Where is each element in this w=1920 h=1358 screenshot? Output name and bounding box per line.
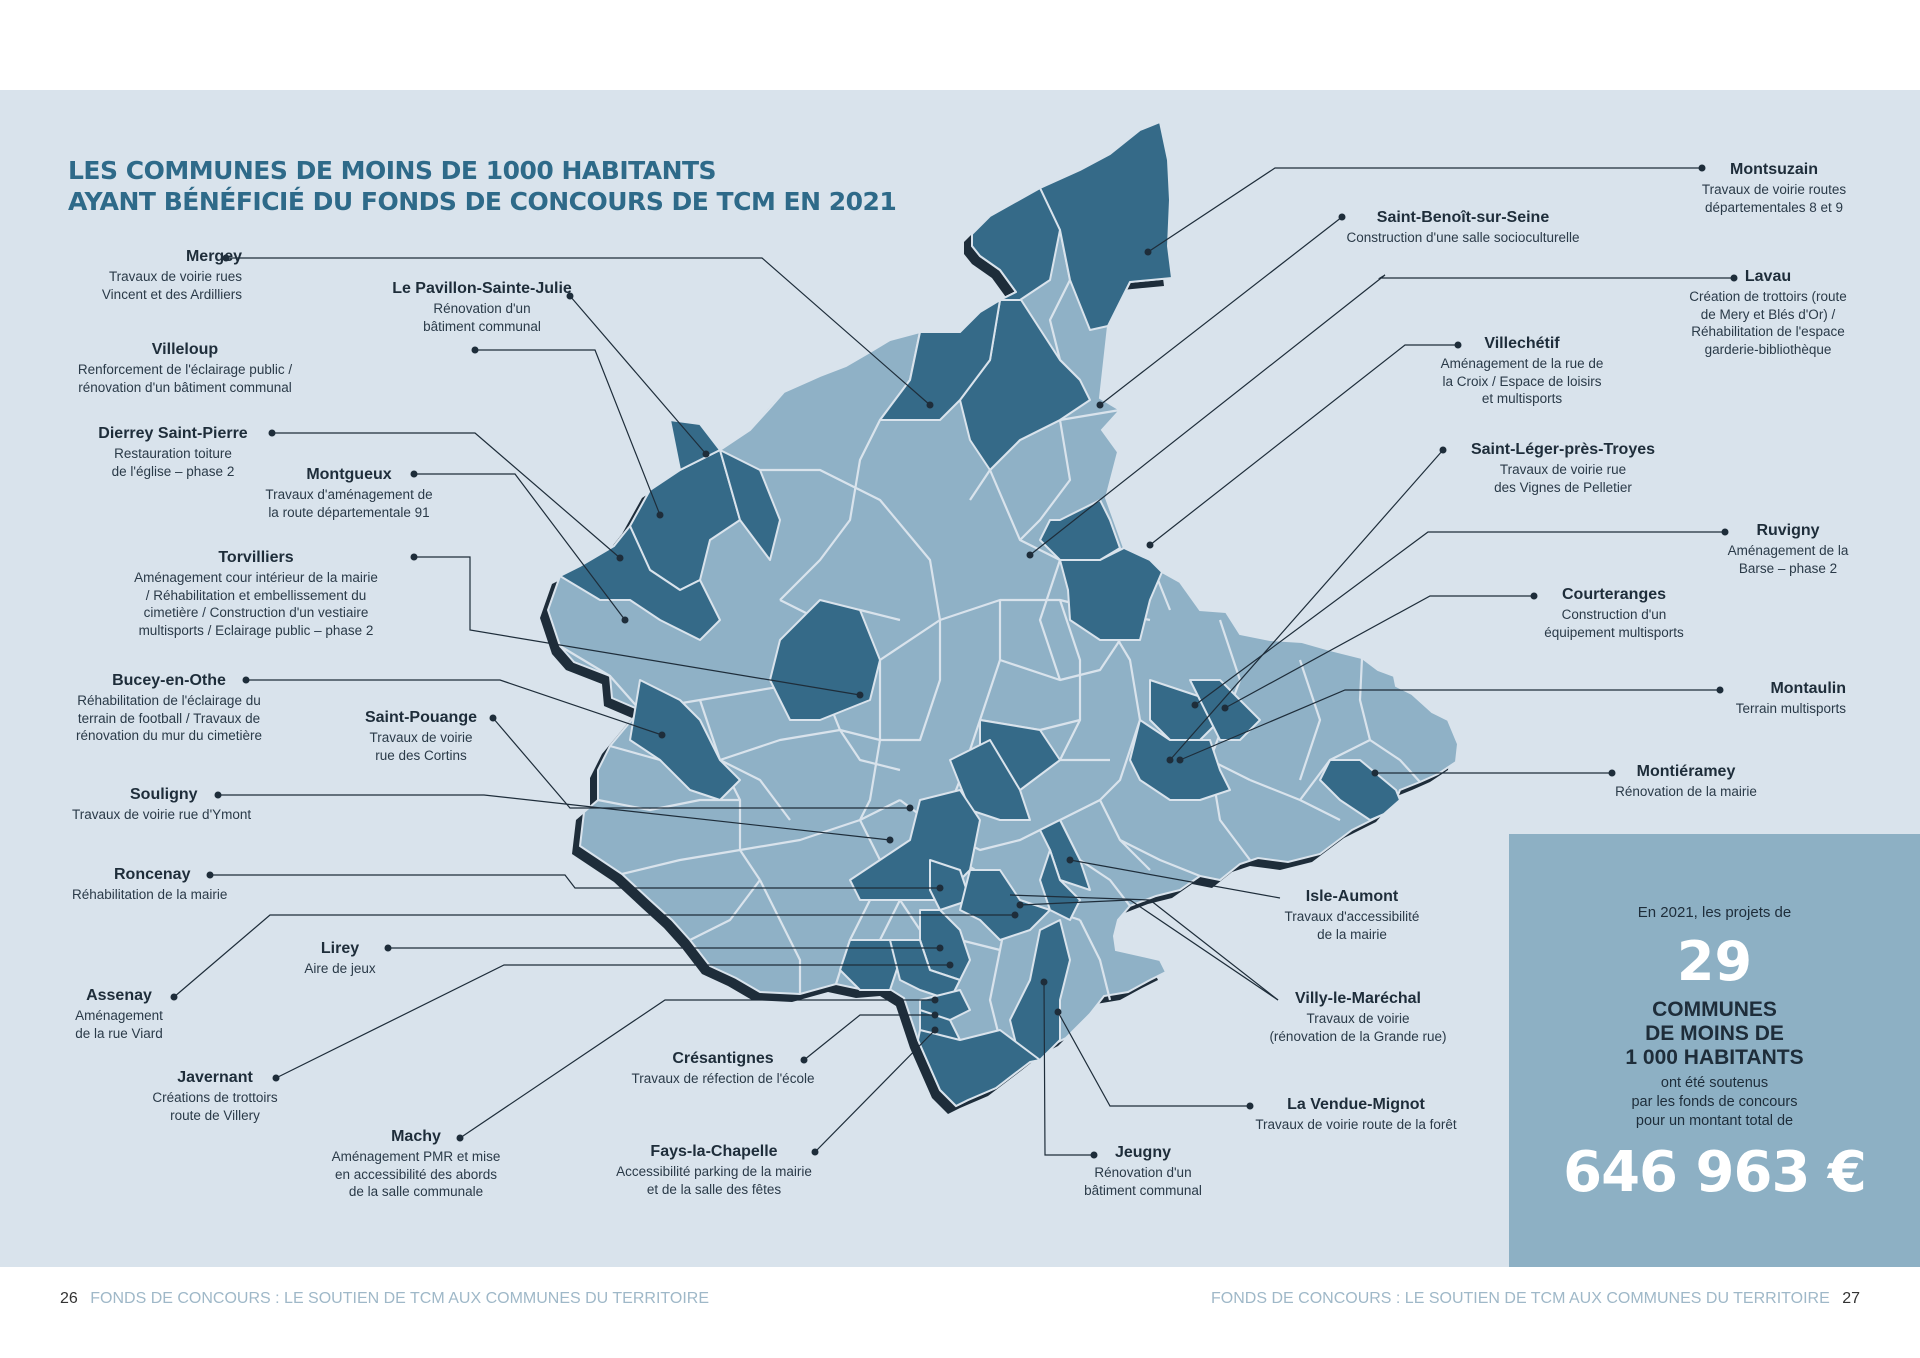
label-saint-pouange: Saint-Pouange Travaux de voirie rue des … [364, 709, 477, 763]
commune-montieramey [1319, 759, 1401, 821]
beneficiary-communes [559, 121, 1401, 1107]
label-courteranges: Courteranges Construction d'un équipemen… [1544, 586, 1684, 640]
commune-name: Mergey [185, 248, 242, 265]
label-lavau: Lavau Création de trottoirs (route de Me… [1689, 268, 1847, 357]
commune-fays [917, 1029, 1041, 1107]
commune-jeugny [1009, 919, 1071, 1061]
label-montsuzain: Montsuzain Travaux de voirie routes dépa… [1701, 161, 1847, 215]
commune-ruvigny [1149, 679, 1221, 741]
label-ruvigny: Ruvigny Aménagement de la Barse – phase … [1727, 522, 1849, 576]
title-line-1: LES COMMUNES DE MOINS DE 1000 HABITANTS [68, 156, 717, 185]
commune-roncenay [929, 859, 971, 911]
page-title: LES COMMUNES DE MOINS DE 1000 HABITANTS … [68, 155, 897, 217]
label-lirey: Lirey Aire de jeux [304, 940, 376, 976]
label-machy: Machy Aménagement PMR et mise en accessi… [331, 1128, 501, 1199]
label-javernant: Javernant Créations de trottoirs route d… [152, 1069, 278, 1123]
footer-left-text: FONDS DE CONCOURS : LE SOUTIEN DE TCM AU… [90, 1290, 709, 1307]
commune-mergey [879, 299, 1001, 421]
commune-javernant [889, 939, 961, 1001]
label-montieramey: Montiéramey Rénovation de la mairie [1615, 763, 1757, 799]
summary-intro: En 2021, les projets de [1637, 904, 1792, 921]
label-montaulin: Montaulin Terrain multisports [1735, 680, 1846, 716]
label-villechetif: Villechétif Aménagement de la rue de la … [1440, 335, 1604, 406]
label-bucey-en-othe: Bucey-en-Othe Réhabilitation de l'éclair… [75, 672, 263, 743]
commune-villechetif [1059, 547, 1163, 641]
commune-villy [959, 869, 1051, 941]
commune-torvilliers [769, 599, 881, 721]
commune-lavau [1039, 499, 1121, 561]
label-roncenay: Roncenay Réhabilitation de la mairie [72, 866, 228, 902]
page-number-left: 26 [60, 1290, 78, 1307]
summary-communes: COMMUNES DE MOINS DE 1 000 HABITANTS [1625, 998, 1804, 1069]
label-assenay: Assenay Aménagement de la rue Viard [75, 987, 163, 1041]
label-saint-leger-pres-troyes: Saint-Léger-près-Troyes Travaux de voiri… [1470, 441, 1656, 495]
label-mergey: Mergey Travaux de voirie rues Vincent et… [60, 246, 242, 303]
footer-right-text: FONDS DE CONCOURS : LE SOUTIEN DE TCM AU… [1211, 1290, 1830, 1307]
commune-bucey [629, 679, 741, 801]
label-torvilliers: Torvilliers Aménagement cour intérieur d… [134, 549, 378, 638]
label-cresantignes: Crésantignes Travaux de réfection de l'é… [631, 1050, 815, 1086]
summary-description: ont été soutenus par les fonds de concou… [1631, 1075, 1798, 1129]
label-saint-benoit-sur-seine: Saint-Benoît-sur-Seine Construction d'un… [1346, 209, 1580, 245]
footer-right: FONDS DE CONCOURS : LE SOUTIEN DE TCM AU… [1211, 1290, 1860, 1308]
leader-dots [170, 164, 1738, 1159]
summary-amount: 646 963 € [1563, 1140, 1867, 1205]
label-jeugny: Jeugny Rénovation d'un bâtiment communal [1084, 1144, 1202, 1198]
summary-box: En 2021, les projets de 29 COMMUNES DE M… [1509, 834, 1920, 1267]
page-number-right: 27 [1842, 1290, 1860, 1307]
label-montgueux: Montgueux Travaux d'aménagement de la ro… [265, 466, 433, 520]
leader-lines [173, 167, 1734, 1156]
title-line-2: AYANT BÉNÉFICIÉ DU FONDS DE CONCOURS DE … [68, 187, 897, 216]
label-la-vendue-mignot: La Vendue-Mignot Travaux de voirie route… [1255, 1096, 1457, 1132]
label-souligny: Souligny Travaux de voirie rue d'Ymont [72, 786, 252, 822]
label-villeloup: Villeloup Renforcement de l'éclairage pu… [77, 341, 293, 395]
commune-dierrey [971, 187, 1061, 301]
label-dierrey-saint-pierre: Dierrey Saint-Pierre Restauration toitur… [98, 425, 248, 479]
footer-left: 26 FONDS DE CONCOURS : LE SOUTIEN DE TCM… [60, 1290, 709, 1308]
commune-le-pavillon [669, 419, 781, 561]
label-villy-le-marechal: Villy-le-Maréchal Travaux de voirie (rén… [1269, 990, 1447, 1044]
label-fays-la-chapelle: Fays-la-Chapelle Accessibilité parking d… [616, 1143, 812, 1197]
label-le-pavillon-sainte-julie: Le Pavillon-Sainte-Julie Rénovation d'un… [392, 280, 572, 334]
summary-count: 29 [1676, 930, 1753, 993]
commune-montgueux [559, 525, 721, 641]
label-isle-aumont: Isle-Aumont Travaux d'accessibilité de l… [1284, 888, 1420, 942]
